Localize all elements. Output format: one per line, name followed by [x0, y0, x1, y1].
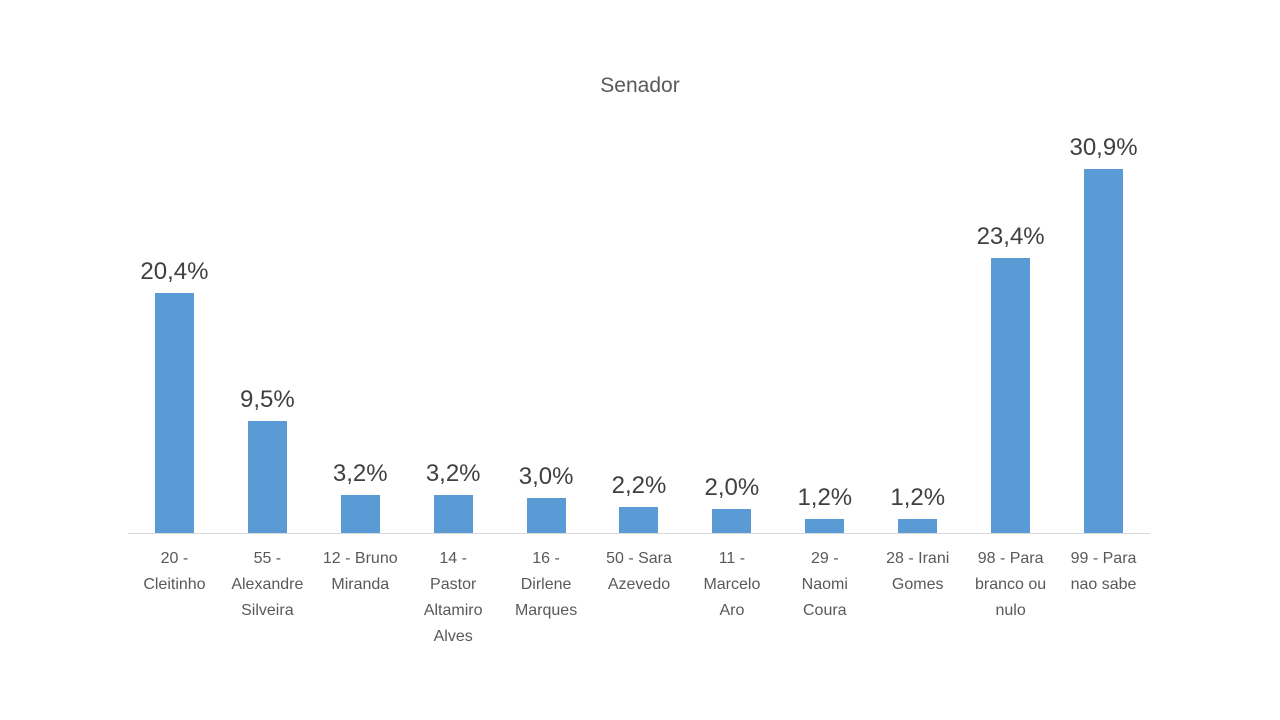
category-label: 14 - Pastor Altamiro Alves — [423, 550, 483, 645]
bar — [154, 293, 194, 533]
data-label: 3,2% — [332, 460, 388, 487]
bar-group: 1,2% — [871, 484, 964, 533]
bar-group: 2,2% — [593, 472, 686, 533]
category-label: 28 - Irani Gomes — [886, 550, 950, 593]
data-label: 2,0% — [704, 474, 760, 501]
bar — [805, 519, 845, 533]
data-label: 9,5% — [240, 386, 295, 413]
chart-title: Senador — [600, 74, 680, 97]
category-label: 12 - Bruno Miranda — [322, 550, 398, 593]
bar — [433, 495, 473, 533]
data-label: 20,4% — [140, 258, 209, 285]
category-axis: 20 - Cleitinho 55 - Alexandre Silveira 12 … — [128, 546, 1150, 650]
bar — [340, 495, 380, 533]
data-label: 30,9% — [1069, 134, 1138, 161]
category-label: 98 - Para branco ou nulo — [975, 550, 1047, 619]
data-label: 3,2% — [425, 460, 481, 487]
bar-group: 23,4% — [964, 223, 1057, 533]
bars-row: 20,4% 9,5% 3,2% 3,2% 3,0% 2,2% 2,0% 1,2% 1,2% 23,… — [128, 121, 1150, 533]
bar-group: 2,0% — [685, 474, 778, 533]
bar — [526, 498, 566, 533]
category-label: 55 - Alexandre Silveira — [231, 550, 304, 619]
bar-group: 3,2% — [407, 460, 500, 533]
data-label: 1,2% — [797, 484, 853, 511]
data-label: 23,4% — [976, 223, 1045, 250]
category-label: 29 - Naomi Coura — [801, 550, 848, 619]
category-label: 99 - Para nao sabe — [1070, 550, 1137, 593]
category-label: 16 - Dirlene Marques — [514, 550, 578, 619]
data-label: 2,2% — [611, 472, 667, 499]
bar-group: 3,2% — [314, 460, 407, 533]
category-label: 11 - Marcelo Aro — [703, 550, 761, 619]
data-label: 1,2% — [890, 484, 946, 511]
category-label: 50 - Sara Azevedo — [606, 550, 672, 593]
bar — [898, 519, 938, 533]
bar-group: 20,4% — [128, 258, 221, 533]
bar — [1084, 169, 1124, 533]
bar-group: 3,0% — [500, 463, 593, 533]
data-label: 3,0% — [518, 463, 574, 490]
bar-group: 1,2% — [778, 484, 871, 533]
category-label: 20 - Cleitinho — [143, 550, 206, 593]
plot-area: 20,4% 9,5% 3,2% 3,2% 3,0% 2,2% 2,0% 1,2% 1,2% 23,… — [128, 121, 1150, 534]
bar — [619, 507, 659, 533]
bar — [991, 258, 1031, 533]
bar — [247, 421, 287, 533]
bar-group: 30,9% — [1057, 134, 1150, 533]
bar-group: 9,5% — [221, 386, 314, 533]
bar — [712, 509, 752, 533]
